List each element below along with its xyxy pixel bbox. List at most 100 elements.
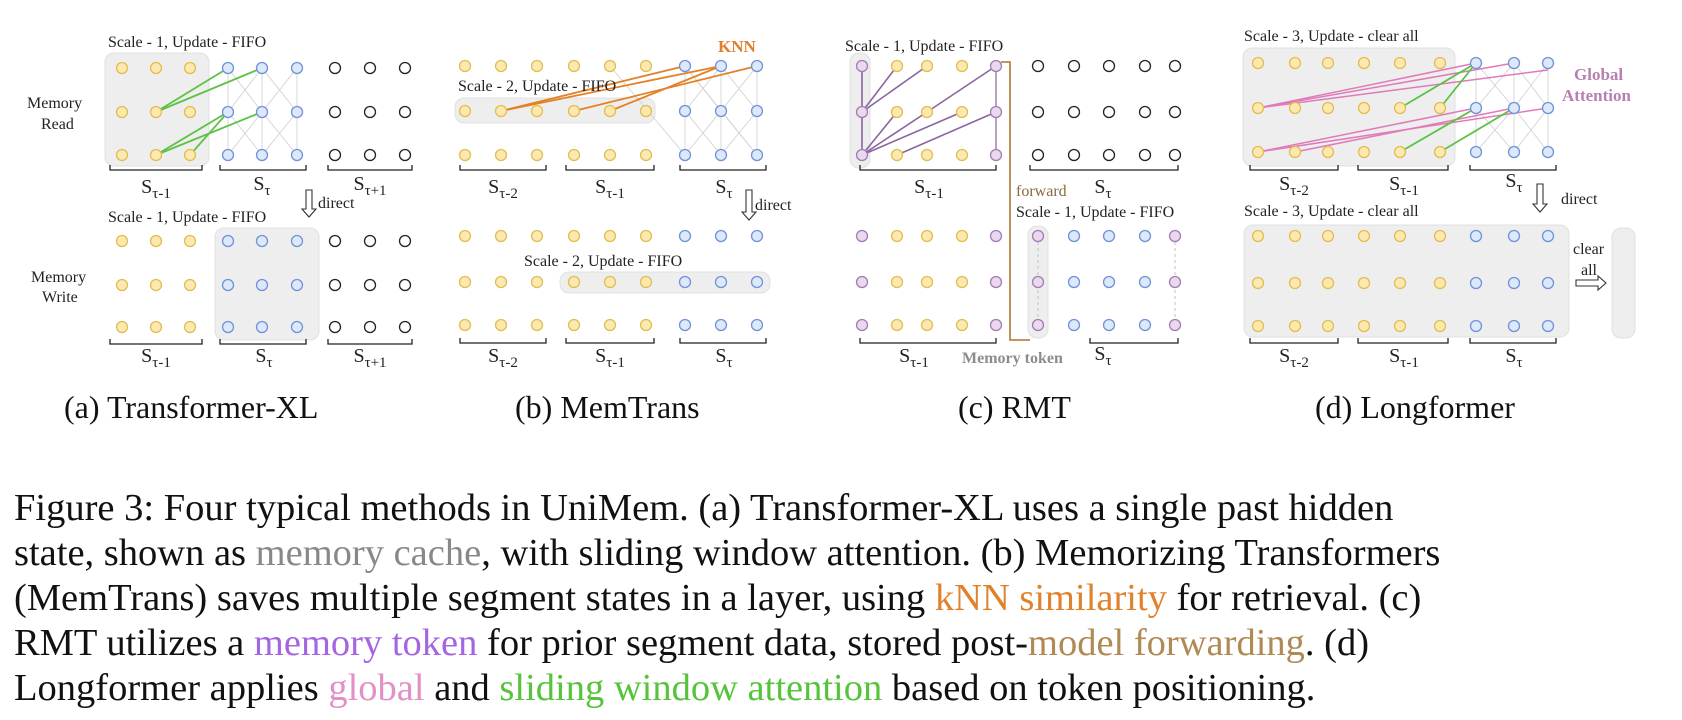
arrows	[300, 183, 1607, 292]
panel-d-clear-box	[1611, 227, 1636, 339]
token-node	[1031, 105, 1045, 119]
token-node	[1541, 319, 1555, 333]
token-node	[255, 234, 269, 248]
token-node	[363, 278, 377, 292]
panel-c-bottom-box-label: Scale - 1, Update - FIFO	[1016, 204, 1174, 221]
token-node	[1251, 229, 1265, 243]
gridline	[227, 111, 263, 156]
token-node	[183, 61, 197, 75]
caption-text: . (d)	[1304, 622, 1370, 664]
caption-model-forwarding: model forwarding	[1028, 622, 1305, 664]
segment-brace	[1089, 338, 1179, 344]
segment-brace	[679, 165, 767, 171]
token-node	[920, 229, 934, 243]
caption-text: RMT utilizes a	[14, 622, 254, 664]
panel-d-top-box-label: Scale - 3, Update - clear all	[1244, 28, 1419, 45]
token-node	[1321, 319, 1335, 333]
segment-braces	[109, 165, 1557, 345]
segment-label: Sτ-1	[899, 345, 929, 371]
token-node	[855, 318, 869, 332]
token-node	[1469, 319, 1483, 333]
token-node	[567, 104, 581, 118]
token-node	[363, 148, 377, 162]
token-node	[603, 275, 617, 289]
token-node	[678, 275, 692, 289]
caption-text: Longformer applies	[14, 667, 329, 709]
gridline	[1513, 107, 1549, 153]
token-node	[149, 278, 163, 292]
token-node	[1321, 101, 1335, 115]
segment-brace	[219, 339, 307, 345]
token-node	[1393, 56, 1407, 70]
panel-d-clear-label-2: all	[1581, 262, 1598, 279]
token-node	[494, 59, 508, 73]
token-node	[530, 229, 544, 243]
caption-global: global	[328, 667, 425, 709]
panel-d-global-label-1: Global	[1574, 65, 1623, 84]
token-node	[567, 318, 581, 332]
token-node	[1469, 145, 1483, 159]
token-nodes	[115, 56, 1555, 334]
token-node	[1251, 145, 1265, 159]
token-node	[1067, 318, 1081, 332]
panel-b-subcaption: (b) MemTrans	[515, 389, 700, 425]
token-node	[750, 104, 764, 118]
token-node	[115, 105, 129, 119]
segment-label: Sτ	[1505, 170, 1522, 196]
panel-d-memory-box	[1242, 47, 1456, 167]
token-node	[494, 104, 508, 118]
token-node	[603, 148, 617, 162]
token-node	[920, 105, 934, 119]
token-node	[290, 234, 304, 248]
token-node	[1138, 59, 1152, 73]
token-node	[1067, 148, 1081, 162]
token-node	[1031, 59, 1045, 73]
segment-brace	[327, 165, 413, 171]
token-node	[290, 148, 304, 162]
down-arrow	[1531, 183, 1549, 213]
segment-brace	[1357, 165, 1449, 171]
token-node	[1102, 148, 1116, 162]
attention-line	[1257, 62, 1515, 109]
segment-label: Sτ	[1094, 343, 1111, 369]
token-node	[183, 320, 197, 334]
token-node	[639, 229, 653, 243]
token-node	[183, 105, 197, 119]
caption-line-2: state, shown as memory cache, with slidi…	[14, 531, 1674, 576]
token-node	[1541, 145, 1555, 159]
token-node	[678, 104, 692, 118]
panel-c-top-box-label: Scale - 1, Update - FIFO	[845, 38, 1003, 55]
token-node	[1102, 59, 1116, 73]
token-node	[1288, 145, 1302, 159]
token-node	[678, 148, 692, 162]
token-node	[750, 275, 764, 289]
token-node	[989, 318, 1003, 332]
token-node	[458, 148, 472, 162]
token-node	[149, 320, 163, 334]
attention-line	[609, 65, 722, 112]
segment-label: Sτ-2	[488, 176, 518, 202]
token-node	[290, 320, 304, 334]
token-node	[1288, 101, 1302, 115]
attention-line	[189, 111, 229, 156]
attention-line	[926, 65, 997, 113]
token-node	[398, 61, 412, 75]
token-node	[1138, 229, 1152, 243]
token-node	[955, 59, 969, 73]
caption-text: and	[424, 667, 500, 709]
token-node	[1357, 101, 1371, 115]
token-node	[1321, 145, 1335, 159]
token-node	[290, 61, 304, 75]
token-node	[1507, 101, 1521, 115]
token-node	[1541, 56, 1555, 70]
attention-line	[155, 67, 229, 113]
segment-label: Sτ-1	[595, 176, 625, 202]
token-node	[955, 105, 969, 119]
gridline	[261, 67, 298, 113]
token-node	[1031, 148, 1045, 162]
panel-d-write-box	[1243, 224, 1570, 338]
token-node	[1507, 276, 1521, 290]
token-node	[1288, 276, 1302, 290]
caption-line-1: Figure 3: Four typical methods in UniMem…	[14, 486, 1674, 531]
token-node	[890, 59, 904, 73]
